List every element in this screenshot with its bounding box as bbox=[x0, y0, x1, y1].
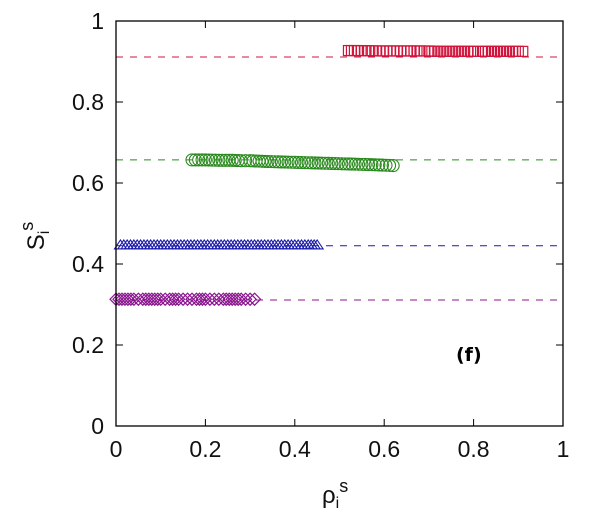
red-squares-series bbox=[342, 44, 529, 57]
y-tick-label: 0.2 bbox=[72, 332, 104, 358]
green-circles-series bbox=[185, 153, 400, 173]
x-tick-label: 0.6 bbox=[368, 436, 400, 462]
y-axis-label: Sis bbox=[17, 222, 53, 251]
y-tick-label: 0.4 bbox=[72, 251, 104, 277]
purple-diamonds-series bbox=[109, 292, 262, 307]
svg-text:Sis: Sis bbox=[17, 222, 53, 251]
svg-text:ρis: ρis bbox=[322, 476, 348, 512]
x-tick-label: 0 bbox=[110, 436, 123, 462]
x-tick-label: 0.4 bbox=[279, 436, 311, 462]
y-tick-label: 0.6 bbox=[72, 170, 104, 196]
x-tick-label: 0.8 bbox=[458, 436, 490, 462]
x-tick-label: 0.2 bbox=[189, 436, 221, 462]
x-axis-label: ρis bbox=[322, 476, 348, 512]
plot-frame bbox=[115, 20, 564, 427]
y-tick-label: 0 bbox=[91, 413, 104, 439]
data-points bbox=[109, 44, 529, 307]
x-tick-label: 1 bbox=[557, 436, 570, 462]
tick-labels: 0 0.2 0.4 0.6 0.8 1 0 0.2 0.4 0.6 0.8 1 bbox=[72, 8, 569, 462]
reference-lines bbox=[116, 56, 563, 301]
y-tick-label: 0.8 bbox=[72, 89, 104, 115]
axis-ticks bbox=[115, 20, 564, 427]
panel-label: (f) bbox=[456, 344, 482, 366]
y-tick-label: 1 bbox=[91, 8, 104, 34]
blue-triangles-series bbox=[113, 238, 325, 250]
